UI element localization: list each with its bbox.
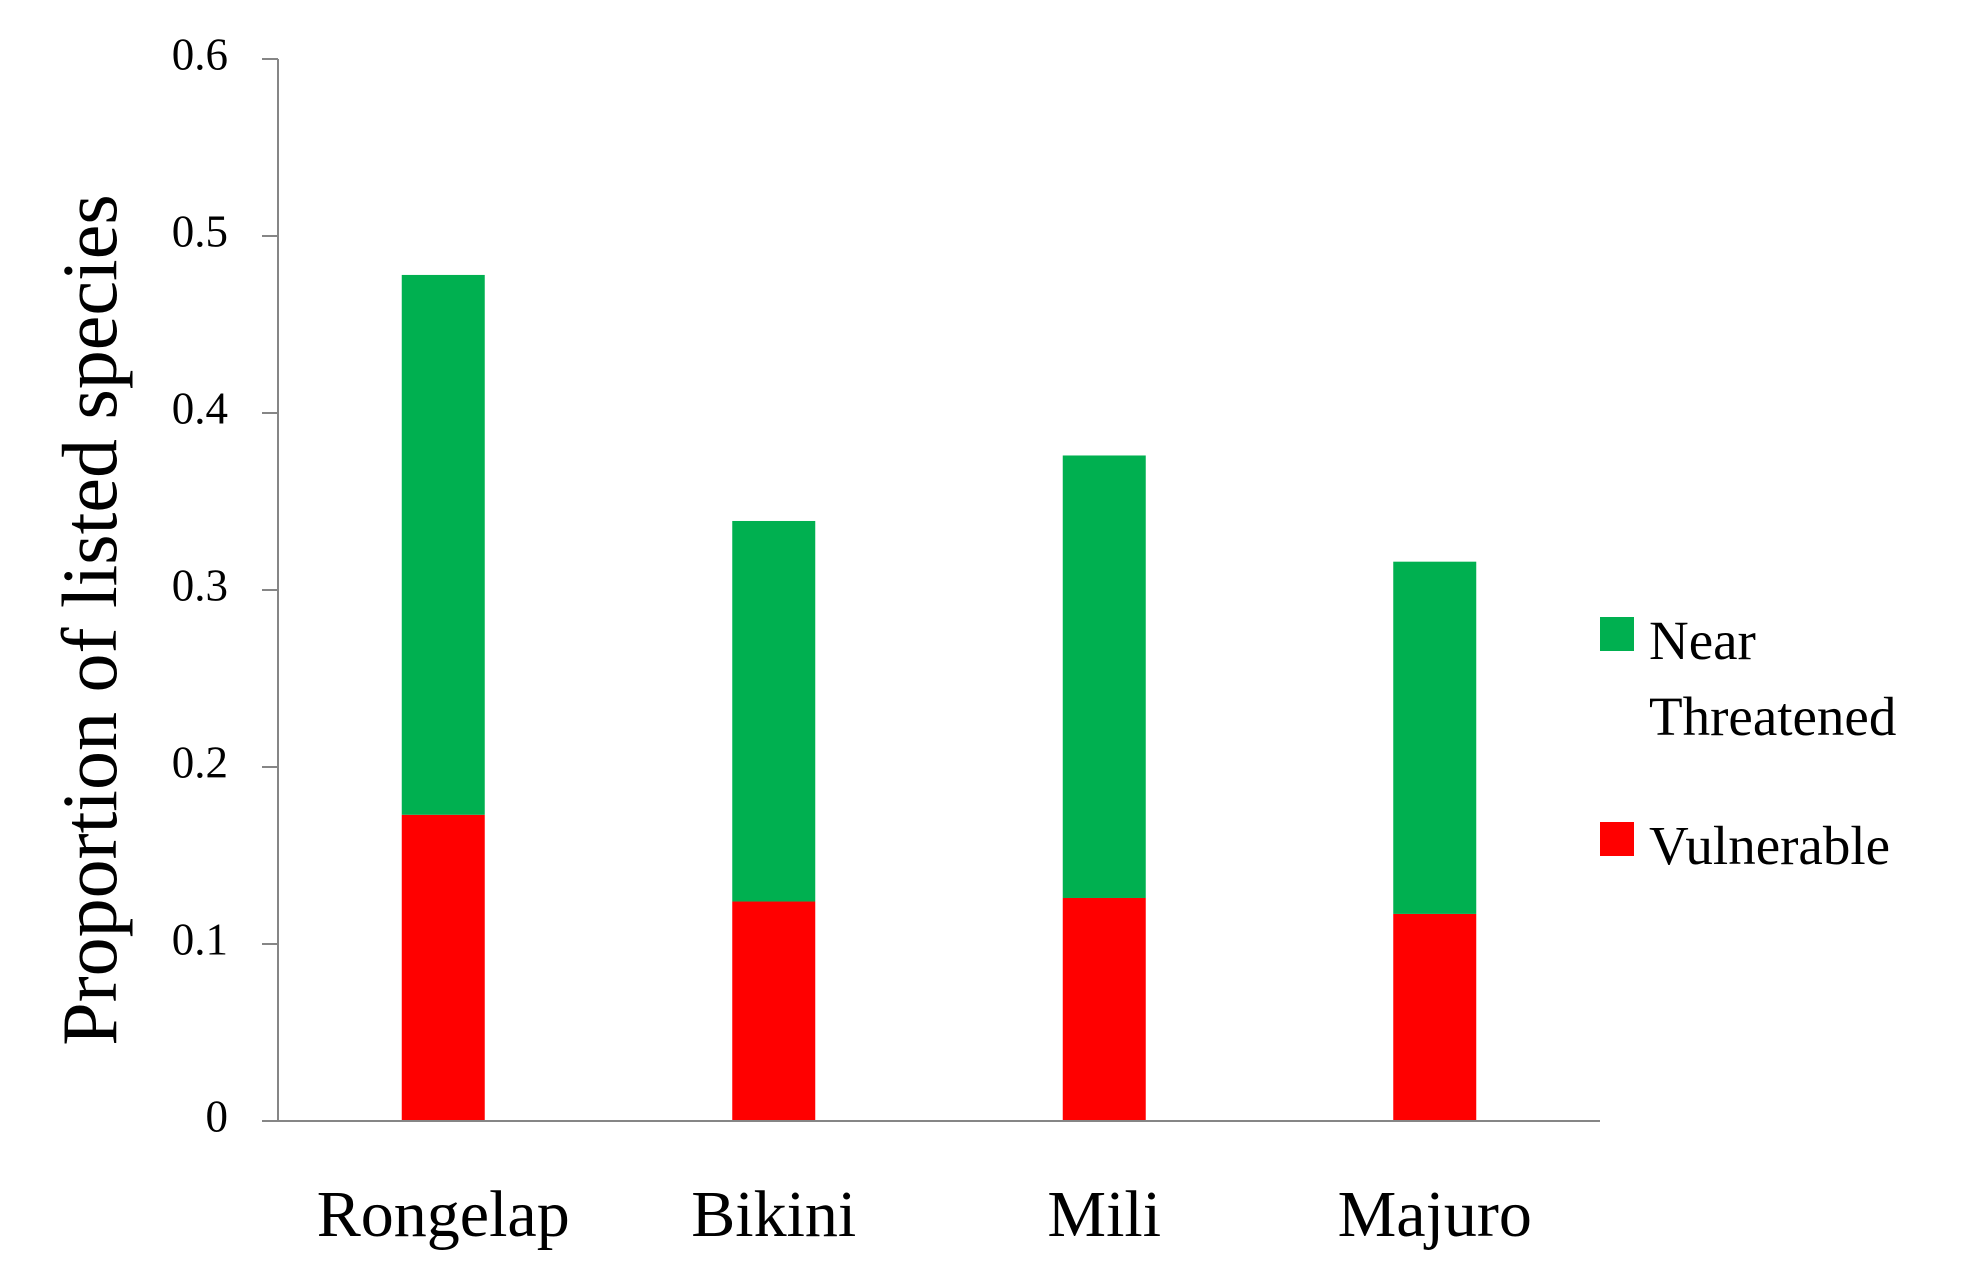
legend-label: Near Threatened (1649, 610, 1897, 747)
y-tick-label: 0.2 (172, 737, 228, 787)
bar-segment (401, 274, 485, 815)
y-axis-title: Proportion of listed species (46, 194, 133, 1045)
legend-entry: Vulnerable (1600, 808, 1970, 884)
bar-segment (1393, 913, 1477, 1121)
y-tick-label: 0.1 (172, 914, 228, 964)
y-tick-label: 0.3 (172, 560, 228, 610)
y-tick-label: 0.6 (172, 29, 228, 79)
bar-segment (1393, 561, 1477, 914)
bar-segment (1062, 455, 1146, 898)
y-tick-label: 0 (206, 1091, 229, 1141)
bar-segment (732, 901, 816, 1121)
bar-segment (732, 520, 816, 902)
bar-segment (1062, 897, 1146, 1121)
bar-segment (401, 814, 485, 1121)
y-tick-label: 0.4 (172, 383, 228, 433)
x-tick-label: Bikini (691, 1178, 856, 1251)
legend-label: Vulnerable (1649, 815, 1891, 876)
legend-swatch (1600, 822, 1634, 856)
x-tick-label: Mili (1047, 1178, 1161, 1251)
legend-entry: Near Threatened (1600, 603, 1970, 755)
y-tick-label: 0.5 (172, 206, 228, 256)
legend-swatch (1600, 617, 1634, 651)
x-tick-label: Majuro (1338, 1178, 1532, 1251)
x-tick-label: Rongelap (317, 1178, 570, 1251)
